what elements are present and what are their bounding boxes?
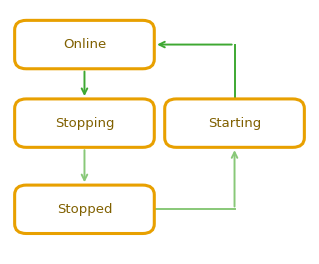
Text: Online: Online [63,38,106,51]
Text: Stopping: Stopping [55,117,114,130]
FancyBboxPatch shape [165,99,304,147]
FancyBboxPatch shape [15,99,154,147]
FancyBboxPatch shape [15,20,154,69]
Text: Stopped: Stopped [57,203,112,216]
FancyBboxPatch shape [15,185,154,233]
Text: Starting: Starting [208,117,261,130]
